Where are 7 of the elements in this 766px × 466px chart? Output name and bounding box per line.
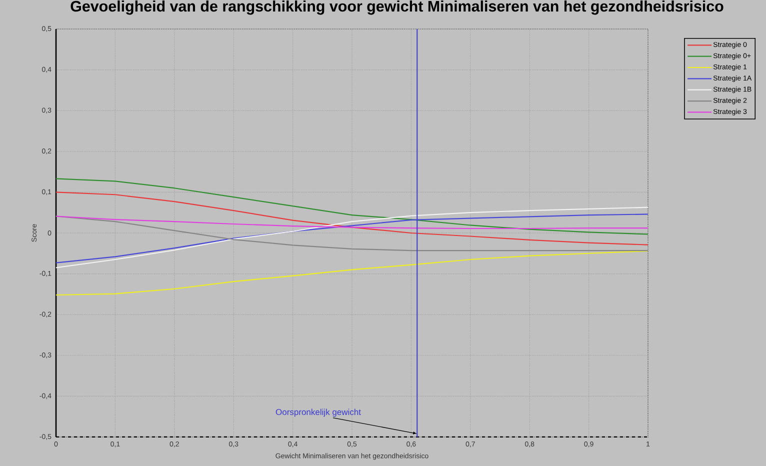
line-series xyxy=(55,178,649,235)
line-series xyxy=(55,192,649,246)
line-series xyxy=(55,206,649,268)
line-series xyxy=(55,250,649,296)
ref-line-label: Oorspronkelijk gewicht xyxy=(276,408,361,417)
line-series xyxy=(55,216,649,230)
chart-title: Gevoeligheid van de rangschikking voor gewicht Minimaliseren van het gezondheidsrisico xyxy=(70,0,724,15)
